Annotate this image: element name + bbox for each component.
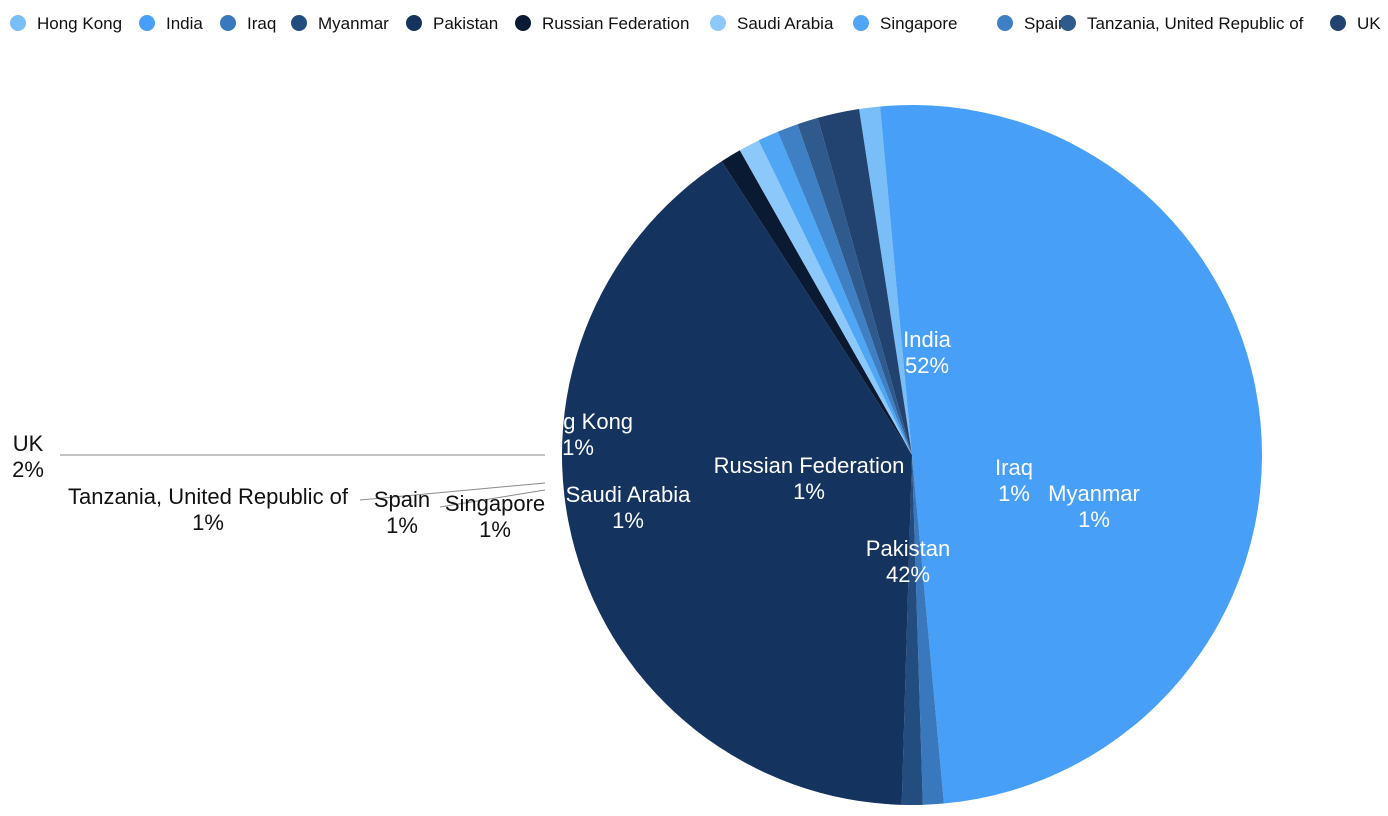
legend-swatch (710, 15, 726, 31)
legend-label: Iraq (247, 14, 276, 33)
pie-slices (562, 104, 1263, 805)
legend-label: Spain (1024, 14, 1067, 33)
leader-line (439, 489, 546, 508)
pie-slice-tanzania-united-republic-of[interactable] (797, 117, 912, 456)
pie-slice-myanmar[interactable] (901, 455, 923, 805)
legend-item-spain[interactable]: Spain (997, 14, 1067, 33)
legend-label: Russian Federation (542, 14, 689, 33)
pie-slice-india[interactable] (880, 104, 1263, 804)
legend-item-india[interactable]: India (139, 14, 203, 33)
legend-swatch (139, 15, 155, 31)
legend-label: Pakistan (433, 14, 498, 33)
legend-swatch (997, 15, 1013, 31)
pie-slice-uk[interactable] (817, 109, 912, 455)
slice-label-india: India 52% (903, 327, 951, 378)
slice-label-russian-federation: Russian Federation 1% (714, 453, 905, 504)
legend-item-uk[interactable]: UK (1330, 14, 1381, 33)
legend-swatch (515, 15, 531, 31)
pie-slice-singapore[interactable] (758, 131, 912, 455)
legend-item-saudi-arabia[interactable]: Saudi Arabia (710, 14, 834, 33)
legend-swatch (853, 15, 869, 31)
slice-label-hong-kong: Hong Kong 1% (523, 409, 633, 460)
legend-swatch (1060, 15, 1076, 31)
chart-legend: Hong Kong India Iraq Myanmar Pakistan Russian… (10, 14, 1381, 33)
legend-swatch (406, 15, 422, 31)
pie-slice-spain[interactable] (777, 124, 912, 456)
slice-label-iraq: Iraq 1% (995, 455, 1033, 506)
legend-label: Saudi Arabia (737, 14, 834, 33)
slice-label-uk: UK 2% (12, 431, 44, 482)
legend-swatch (10, 15, 26, 31)
legend-item-pakistan[interactable]: Pakistan (406, 14, 498, 33)
legend-item-hong-kong[interactable]: Hong Kong (10, 14, 122, 33)
leader-lines (60, 454, 546, 508)
leader-line (359, 482, 546, 501)
slice-labels: Hong Kong 1% India 52% Iraq 1% Myanmar 1% Pakist… (12, 327, 1140, 587)
legend-item-singapore[interactable]: Singapore (853, 14, 958, 33)
legend-item-russian-federation[interactable]: Russian Federation (515, 14, 689, 33)
slice-label-myanmar: Myanmar 1% (1048, 481, 1140, 532)
legend-label: India (166, 14, 203, 33)
slice-label-singapore: Singapore 1% (445, 491, 545, 542)
legend-item-iraq[interactable]: Iraq (220, 14, 276, 33)
pie-slice-russian-federation[interactable] (721, 150, 912, 455)
slice-label-spain: Spain 1% (374, 487, 430, 538)
legend-label: Singapore (880, 14, 958, 33)
legend-label: Myanmar (318, 14, 389, 33)
legend-item-myanmar[interactable]: Myanmar (291, 14, 389, 33)
slice-label-pakistan: Pakistan 42% (866, 536, 950, 587)
pie-slice-saudi-arabia[interactable] (739, 140, 912, 455)
legend-swatch (1330, 15, 1346, 31)
legend-label: Hong Kong (37, 14, 122, 33)
legend-swatch (291, 15, 307, 31)
slice-label-tanzania-united-republic-of: Tanzania, United Republic of 1% (68, 484, 349, 535)
pie-slice-hong-kong[interactable] (859, 106, 912, 456)
legend-item-tanzania-united-republic-of[interactable]: Tanzania, United Republic of (1060, 14, 1304, 33)
pie-slice-iraq[interactable] (912, 455, 944, 805)
slice-label-saudi-arabia: Saudi Arabia 1% (566, 482, 692, 533)
legend-label: Tanzania, United Republic of (1087, 14, 1304, 33)
legend-label: UK (1357, 14, 1381, 33)
pie-slice-pakistan[interactable] (562, 161, 912, 805)
legend-swatch (220, 15, 236, 31)
